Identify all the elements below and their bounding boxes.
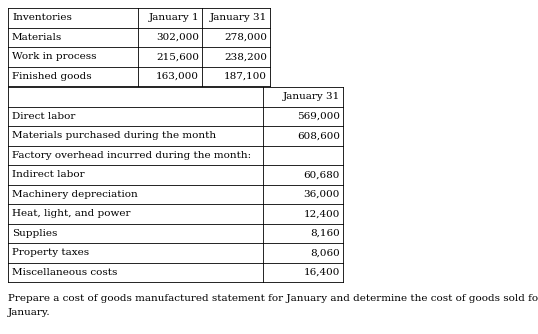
Text: 36,000: 36,000: [303, 190, 340, 199]
Text: January.: January.: [8, 308, 51, 317]
Text: Materials: Materials: [12, 33, 62, 42]
Text: 8,160: 8,160: [310, 229, 340, 238]
Text: 238,200: 238,200: [224, 52, 267, 61]
Text: 278,000: 278,000: [224, 33, 267, 42]
Text: Heat, light, and power: Heat, light, and power: [12, 209, 131, 218]
Text: Factory overhead incurred during the month:: Factory overhead incurred during the mon…: [12, 151, 251, 160]
Text: 302,000: 302,000: [156, 33, 199, 42]
Text: Property taxes: Property taxes: [12, 248, 89, 257]
Text: Materials purchased during the month: Materials purchased during the month: [12, 131, 216, 140]
Text: 608,600: 608,600: [297, 131, 340, 140]
Text: 12,400: 12,400: [303, 209, 340, 218]
Text: 8,060: 8,060: [310, 248, 340, 257]
Text: 16,400: 16,400: [303, 268, 340, 277]
Text: Direct labor: Direct labor: [12, 112, 75, 121]
Text: 60,680: 60,680: [303, 170, 340, 179]
Text: 187,100: 187,100: [224, 72, 267, 81]
Text: Machinery depreciation: Machinery depreciation: [12, 190, 138, 199]
Text: Inventories: Inventories: [12, 13, 72, 22]
Text: Indirect labor: Indirect labor: [12, 170, 84, 179]
Text: January 1: January 1: [148, 13, 199, 22]
Text: 163,000: 163,000: [156, 72, 199, 81]
Text: January 31: January 31: [283, 92, 340, 101]
Text: January 31: January 31: [210, 13, 267, 22]
Text: 215,600: 215,600: [156, 52, 199, 61]
Text: Finished goods: Finished goods: [12, 72, 91, 81]
Text: Miscellaneous costs: Miscellaneous costs: [12, 268, 117, 277]
Text: Supplies: Supplies: [12, 229, 58, 238]
Text: Prepare a cost of goods manufactured statement for January and determine the cos: Prepare a cost of goods manufactured sta…: [8, 294, 538, 303]
Text: 569,000: 569,000: [297, 112, 340, 121]
Text: Work in process: Work in process: [12, 52, 96, 61]
